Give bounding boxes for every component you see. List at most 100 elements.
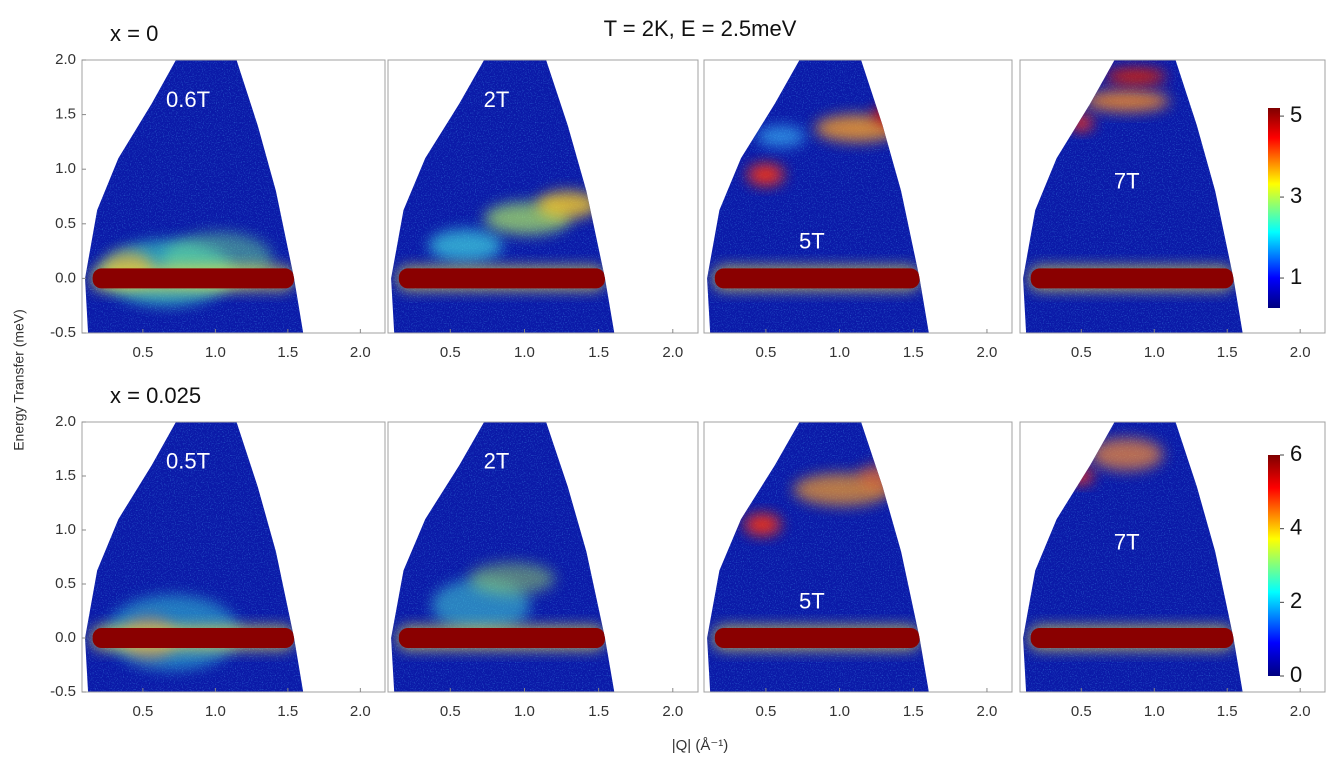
x-tick-label: 1.0	[514, 344, 535, 361]
panel-label: 0.6T	[166, 87, 210, 112]
heatmap-image	[85, 422, 304, 692]
x-tick-label: 0.5	[440, 703, 461, 720]
x-tick-label: 1.0	[514, 703, 535, 720]
intensity-feature	[744, 513, 782, 536]
x-tick-label: 2.0	[977, 344, 998, 361]
heatmap-panel: 0.5T 0.5 1.0 1.5 2.0 -0.5 0.0 0.5 1.0 1.5 2.0	[50, 413, 386, 720]
elastic-line	[1030, 628, 1234, 648]
x-tick-label: 1.0	[205, 703, 226, 720]
y-tick-label: 1.0	[55, 160, 76, 177]
x-tick-label: 1.0	[829, 344, 850, 361]
plot-frame	[703, 421, 1013, 693]
y-tick-label: -0.5	[50, 683, 76, 700]
intensity-feature	[428, 229, 503, 263]
colorbar-tick-label: 4	[1290, 514, 1302, 539]
heatmap-panel: 0.6T 0.5 1.0 1.5 2.0 -0.5 0.0 0.5 1.0 1.5 2.0	[50, 51, 386, 361]
colorbar	[1268, 108, 1280, 308]
x-tick-label: 1.5	[1217, 703, 1238, 720]
row-label: x = 0	[110, 21, 158, 46]
heatmap-noise	[391, 422, 615, 692]
x-tick-label: 0.5	[1071, 344, 1092, 361]
intensity-feature	[1068, 467, 1094, 485]
elastic-line	[714, 268, 920, 289]
x-tick-label: 2.0	[350, 344, 371, 361]
x-tick-label: 1.5	[277, 344, 298, 361]
y-tick-label: 1.5	[55, 106, 76, 123]
colorbar-tick-label: 5	[1290, 102, 1302, 127]
heatmap-image	[391, 60, 615, 333]
panel-label: 2T	[484, 448, 510, 473]
intensity-feature	[536, 191, 599, 219]
x-tick-label: 1.5	[903, 344, 924, 361]
y-tick-label: 2.0	[55, 51, 76, 68]
plot-frame	[703, 59, 1013, 334]
intensity-feature	[873, 103, 917, 126]
plot-frame	[387, 59, 699, 334]
x-tick-label: 1.5	[588, 703, 609, 720]
plot-frame	[81, 421, 386, 693]
intensity-feature	[1068, 114, 1094, 131]
heatmap-image	[391, 422, 615, 692]
y-tick-label: 0.0	[55, 269, 76, 286]
elastic-line	[714, 628, 920, 648]
plot-frame	[1019, 59, 1326, 334]
colorbar-tick-label: 0	[1290, 662, 1302, 687]
x-tick-label: 2.0	[977, 703, 998, 720]
elastic-line	[92, 268, 295, 289]
intensity-feature	[747, 163, 785, 186]
intensity-feature	[1105, 68, 1167, 85]
x-tick-label: 2.0	[1290, 703, 1311, 720]
plot-frame	[1019, 421, 1326, 693]
colorbar	[1268, 455, 1280, 676]
x-tick-label: 0.5	[755, 344, 776, 361]
panel-label: 0.5T	[166, 448, 210, 473]
intensity-feature	[756, 125, 806, 148]
intensity-feature	[814, 114, 902, 142]
y-tick-label: 0.5	[55, 215, 76, 232]
x-tick-label: 2.0	[350, 703, 371, 720]
y-tick-label: 0.5	[55, 575, 76, 592]
x-tick-label: 1.0	[829, 703, 850, 720]
x-tick-label: 1.5	[903, 703, 924, 720]
intensity-feature	[1090, 438, 1164, 471]
y-tick-label: 0.0	[55, 629, 76, 646]
plot-frame	[81, 59, 386, 334]
x-tick-label: 1.0	[1144, 344, 1165, 361]
intensity-feature	[1084, 90, 1170, 112]
x-tick-label: 1.5	[588, 344, 609, 361]
colorbar-tick-label: 3	[1290, 183, 1302, 208]
x-tick-label: 2.0	[662, 344, 683, 361]
x-tick-label: 1.0	[205, 344, 226, 361]
heatmap-panel: 5T 0.5 1.0 1.5 2.0	[703, 59, 1013, 361]
heatmap-image	[85, 60, 304, 333]
x-tick-label: 0.5	[1071, 703, 1092, 720]
heatmap-image	[707, 422, 929, 692]
figure-title: T = 2K, E = 2.5meV	[604, 16, 797, 41]
y-tick-label: 1.5	[55, 467, 76, 484]
x-tick-label: 2.0	[1290, 344, 1311, 361]
colorbar-tick-label: 1	[1290, 264, 1302, 289]
heatmap-panel: 5T 0.5 1.0 1.5 2.0	[703, 421, 1013, 720]
x-tick-label: 0.5	[440, 344, 461, 361]
panel-label: 7T	[1114, 169, 1140, 194]
panel-label: 5T	[799, 589, 825, 614]
heatmap-panel: 2T 0.5 1.0 1.5 2.0	[387, 421, 699, 720]
elastic-line	[92, 628, 295, 648]
panel-label: 5T	[799, 229, 825, 254]
elastic-line	[398, 268, 605, 289]
y-axis-label: Energy Transfer (meV)	[11, 309, 27, 451]
x-tick-label: 1.0	[1144, 703, 1165, 720]
colorbar-tick-label: 2	[1290, 588, 1302, 613]
panel-label: 2T	[484, 87, 510, 112]
x-axis-label: |Q| (Å⁻¹)	[672, 737, 729, 754]
x-tick-label: 0.5	[132, 344, 153, 361]
x-tick-label: 1.5	[277, 703, 298, 720]
x-tick-label: 1.5	[1217, 344, 1238, 361]
y-tick-label: -0.5	[50, 324, 76, 341]
heatmap-noise	[707, 60, 929, 333]
x-tick-label: 0.5	[132, 703, 153, 720]
heatmap-image	[707, 60, 929, 333]
heatmap-panel: 2T 0.5 1.0 1.5 2.0	[387, 59, 699, 361]
colorbar-tick-label: 6	[1290, 441, 1302, 466]
